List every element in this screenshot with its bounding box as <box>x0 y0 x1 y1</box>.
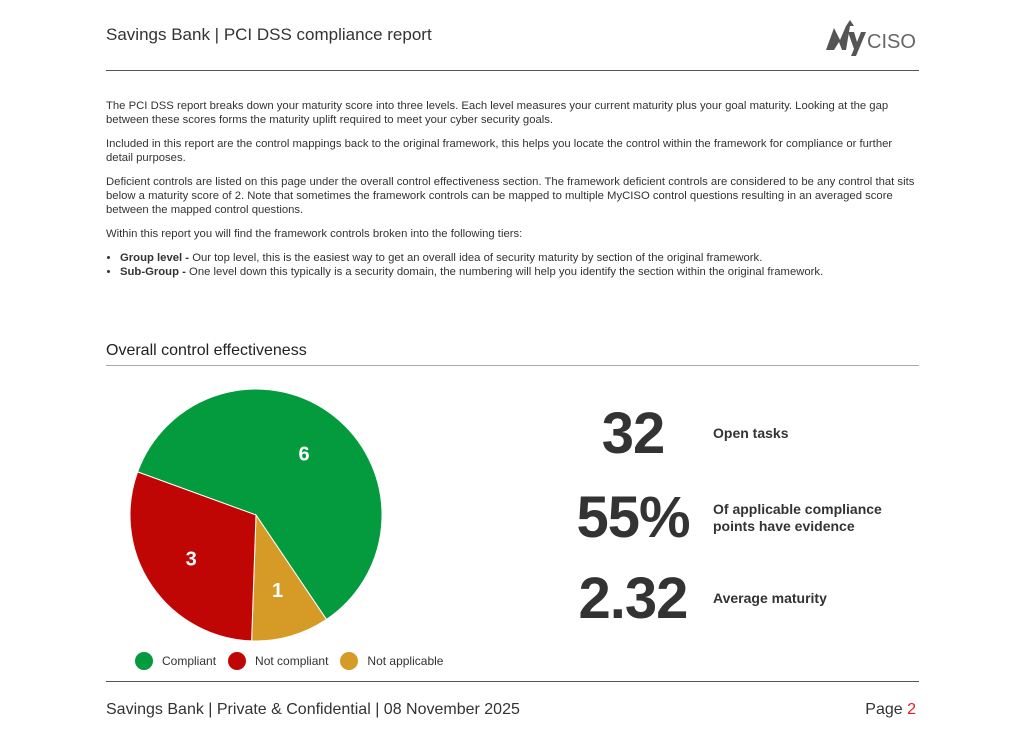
intro-text: The PCI DSS report breaks down your matu… <box>106 99 921 279</box>
page-number: Page 2 <box>865 701 916 719</box>
stat-label: Of applicable compliance points have evi… <box>713 500 882 534</box>
section-title: Overall control effectiveness <box>106 342 307 359</box>
tier-item: Sub-Group - One level down this typicall… <box>120 265 921 279</box>
pie-chart: 6 1 3 <box>129 388 383 642</box>
stat-label: Average maturity <box>713 590 827 606</box>
legend-item: Compliant <box>135 652 216 670</box>
legend-label: Compliant <box>162 654 217 668</box>
intro-paragraph: Included in this report are the control … <box>106 138 893 164</box>
legend-swatch <box>340 652 359 670</box>
legend-swatch <box>135 652 153 670</box>
intro-paragraph: Deficient controls are listed on this pa… <box>106 176 915 216</box>
pie-data-label: 6 <box>299 443 310 465</box>
tier-term: Sub-Group - <box>120 266 186 278</box>
tier-term: Group level - <box>120 252 190 264</box>
chart-legend: Compliant Not compliant Not applicable <box>135 652 455 670</box>
tier-list: Group level - Our top level, this is the… <box>106 251 921 279</box>
stat-average-maturity: 2.32 Average maturity <box>563 565 827 632</box>
page-number-value: 2 <box>907 701 916 718</box>
stat-value: 2.32 <box>578 566 689 631</box>
pie-data-label: 1 <box>272 580 283 602</box>
stat-open-tasks: 32 Open tasks <box>563 400 789 467</box>
svg-text:CISO: CISO <box>867 31 916 53</box>
page-label: Page <box>865 701 903 718</box>
report-title: Savings Bank | PCI DSS compliance report <box>106 25 432 44</box>
tier-desc: Our top level, this is the easiest way t… <box>189 252 763 264</box>
section-divider <box>106 365 919 366</box>
footer-divider <box>106 681 919 682</box>
legend-label: Not compliant <box>255 654 329 668</box>
legend-item: Not compliant <box>228 652 328 670</box>
tier-item: Group level - Our top level, this is the… <box>120 251 921 265</box>
legend-swatch <box>228 652 247 670</box>
stat-value: 32 <box>601 401 666 466</box>
legend-item: Not applicable <box>340 652 443 670</box>
pie-data-label: 3 <box>186 549 197 571</box>
myciso-logo: CISO <box>826 20 916 56</box>
stat-label: Open tasks <box>713 425 789 441</box>
tier-desc: One level down this typically is a secur… <box>185 266 824 278</box>
header-divider <box>106 70 919 71</box>
intro-paragraph: Within this report you will find the fra… <box>106 228 523 240</box>
pie-slice-not-compliant <box>129 471 257 642</box>
pie-slice-compliant <box>136 388 383 621</box>
intro-paragraph: The PCI DSS report breaks down your matu… <box>106 100 889 126</box>
stat-value: 55% <box>576 485 690 550</box>
stat-evidence: 55% Of applicable compliance points have… <box>563 484 893 551</box>
legend-label: Not applicable <box>367 654 444 668</box>
footer-text: Savings Bank | Private & Confidential | … <box>106 701 520 718</box>
pie-slice-not-applicable <box>251 513 328 642</box>
